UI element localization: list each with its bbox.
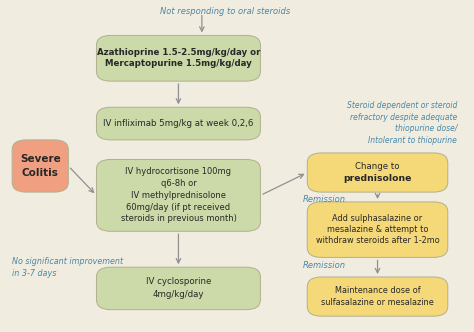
FancyBboxPatch shape <box>307 153 448 192</box>
FancyBboxPatch shape <box>97 267 260 310</box>
Text: q6-8h or: q6-8h or <box>161 179 196 188</box>
Text: mesalazine & attempt to: mesalazine & attempt to <box>327 225 428 234</box>
FancyBboxPatch shape <box>97 159 260 231</box>
Text: IV infliximab 5mg/kg at week 0,2,6: IV infliximab 5mg/kg at week 0,2,6 <box>103 119 254 128</box>
Text: Maintenance dose of: Maintenance dose of <box>335 286 420 295</box>
Text: steroids in previous month): steroids in previous month) <box>120 214 237 223</box>
Text: 60mg/day (if pt received: 60mg/day (if pt received <box>127 203 230 211</box>
Text: No significant improvement
in 3-7 days: No significant improvement in 3-7 days <box>12 257 123 278</box>
Text: Remission: Remission <box>302 195 346 205</box>
Text: Add sulphasalazine or: Add sulphasalazine or <box>332 214 423 223</box>
FancyBboxPatch shape <box>307 277 448 316</box>
Text: Steroid dependent or steroid
refractory despite adequate
thiopurine dose/
Intole: Steroid dependent or steroid refractory … <box>347 101 457 145</box>
Text: Remission: Remission <box>302 261 346 270</box>
Text: IV cyclosporine: IV cyclosporine <box>146 278 211 287</box>
FancyBboxPatch shape <box>97 36 260 81</box>
FancyBboxPatch shape <box>307 202 448 257</box>
FancyBboxPatch shape <box>12 140 68 192</box>
Text: sulfasalazine or mesalazine: sulfasalazine or mesalazine <box>321 298 434 307</box>
Text: prednisolone: prednisolone <box>343 174 412 183</box>
Text: Change to: Change to <box>356 162 400 171</box>
Text: IV methylprednisolone: IV methylprednisolone <box>131 191 226 200</box>
Text: Azathioprine 1.5-2.5mg/kg/day or: Azathioprine 1.5-2.5mg/kg/day or <box>97 48 260 57</box>
Text: 4mg/kg/day: 4mg/kg/day <box>153 290 204 299</box>
Text: Severe
Colitis: Severe Colitis <box>20 154 61 178</box>
Text: Not responding to oral steroids: Not responding to oral steroids <box>160 7 291 16</box>
Text: withdraw steroids after 1-2mo: withdraw steroids after 1-2mo <box>316 236 439 245</box>
Text: IV hydrocortisone 100mg: IV hydrocortisone 100mg <box>126 167 231 176</box>
Text: Mercaptopurine 1.5mg/kg/day: Mercaptopurine 1.5mg/kg/day <box>105 59 252 68</box>
FancyBboxPatch shape <box>97 107 260 140</box>
